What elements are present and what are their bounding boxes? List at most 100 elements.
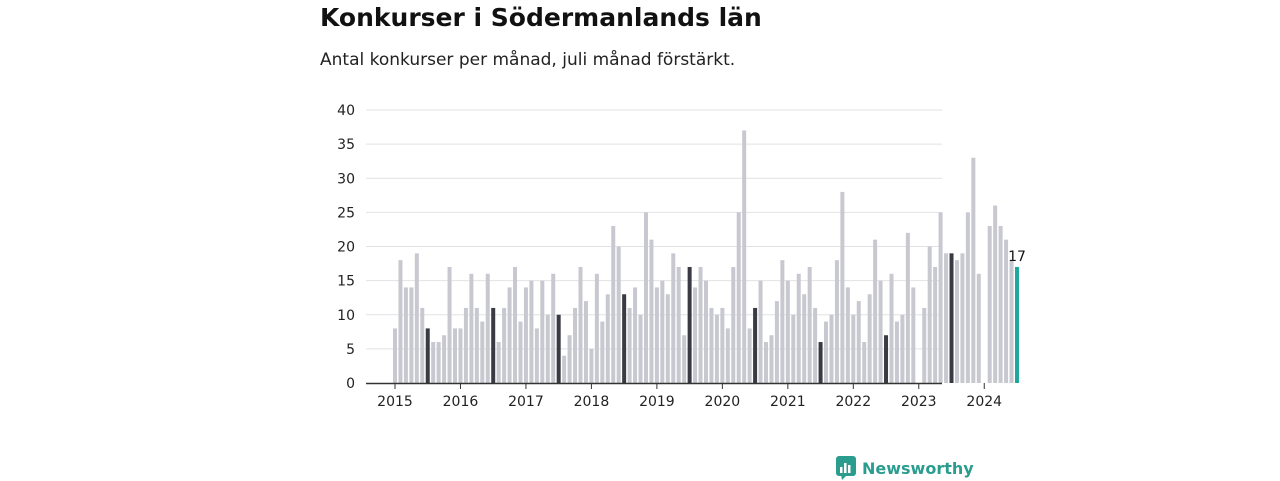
bar: [993, 205, 998, 383]
bar: [780, 260, 785, 383]
bar: [867, 294, 872, 383]
bar: [785, 280, 790, 384]
bar: [709, 307, 714, 383]
bar: [954, 260, 959, 383]
bar: [998, 226, 1003, 383]
bar: [513, 266, 518, 383]
bar: [753, 307, 758, 383]
bar: [693, 287, 698, 383]
x-tick-label: 2017: [508, 394, 544, 410]
bar: [1014, 266, 1019, 383]
y-tick-label: 15: [337, 274, 355, 290]
bar: [605, 294, 610, 383]
bar: [463, 307, 468, 383]
bar: [496, 342, 501, 383]
bar: [720, 307, 725, 383]
newsworthy-bar-chart-icon: [836, 456, 856, 480]
y-tick-label: 30: [337, 171, 355, 187]
bar: [698, 266, 703, 383]
bar: [878, 280, 883, 384]
bar: [927, 246, 932, 383]
bar: [393, 328, 397, 383]
bar: [873, 239, 878, 383]
bar: [398, 260, 403, 383]
bar: [660, 280, 665, 384]
bar: [622, 294, 627, 383]
bar: [769, 335, 774, 383]
bar: [431, 342, 436, 383]
bar: [960, 253, 965, 383]
bar: [1004, 239, 1009, 383]
bar: [600, 321, 605, 383]
chart-subtitle: Antal konkurser per månad, juli månad fö…: [320, 50, 736, 70]
bar: [425, 328, 430, 383]
bar: [551, 273, 556, 383]
bar: [474, 307, 479, 383]
bar: [627, 307, 632, 383]
chart-title: Konkurser i Södermanlands län: [320, 3, 762, 32]
y-tick-label: 20: [337, 240, 355, 256]
bar: [573, 307, 578, 383]
bar: [469, 273, 474, 383]
bar: [687, 266, 692, 383]
bar: [829, 314, 834, 383]
bar: [540, 280, 545, 384]
bar: [616, 246, 621, 383]
bar: [851, 314, 856, 383]
x-tick-label: 2024: [966, 394, 1002, 410]
bar: [480, 321, 485, 383]
bar: [649, 239, 654, 383]
bar: [900, 314, 905, 383]
y-tick-label: 40: [337, 103, 355, 119]
bar: [758, 280, 763, 384]
bar: [589, 348, 594, 384]
bar: [944, 253, 949, 383]
bar: [594, 273, 599, 383]
bar: [458, 328, 463, 383]
bar: [714, 314, 719, 383]
bar: [949, 253, 954, 383]
y-tick-label: 35: [337, 137, 355, 153]
bar: [671, 253, 676, 383]
bar: [976, 273, 981, 383]
x-tick-label: 2015: [377, 394, 413, 410]
bar: [518, 321, 523, 383]
bar: [567, 335, 572, 383]
brand-name: Newsworthy: [862, 458, 974, 478]
bar: [965, 212, 970, 384]
bar: [676, 266, 681, 383]
brand-logo[interactable]: Newsworthy: [835, 455, 974, 481]
bar: [578, 266, 583, 383]
bar: [856, 301, 861, 383]
x-tick-label: 2020: [705, 394, 741, 410]
bar: [802, 294, 807, 383]
bar: [894, 321, 899, 383]
bar: [905, 232, 910, 383]
y-tick-label: 0: [346, 376, 355, 392]
bar: [403, 287, 408, 383]
bar: [507, 287, 512, 383]
bar: [840, 191, 845, 383]
bar: [1009, 260, 1014, 383]
bar: [485, 273, 490, 383]
bar: [436, 342, 441, 383]
bar: [633, 287, 638, 383]
bar: [834, 260, 839, 383]
bar: [529, 280, 534, 384]
bar: [442, 335, 447, 383]
bar: [638, 314, 643, 383]
bar: [725, 328, 730, 383]
bar: [523, 287, 528, 383]
bar: [933, 266, 938, 383]
bar: [556, 314, 561, 383]
bar: [889, 273, 894, 383]
bar: [545, 314, 550, 383]
bar: [665, 294, 670, 383]
bar: [502, 307, 507, 383]
x-tick-label: 2016: [443, 394, 479, 410]
bar: [414, 253, 419, 383]
bar: [764, 342, 769, 383]
x-tick-label: 2022: [835, 394, 871, 410]
bar: [654, 287, 659, 383]
y-tick-label: 5: [346, 342, 355, 358]
